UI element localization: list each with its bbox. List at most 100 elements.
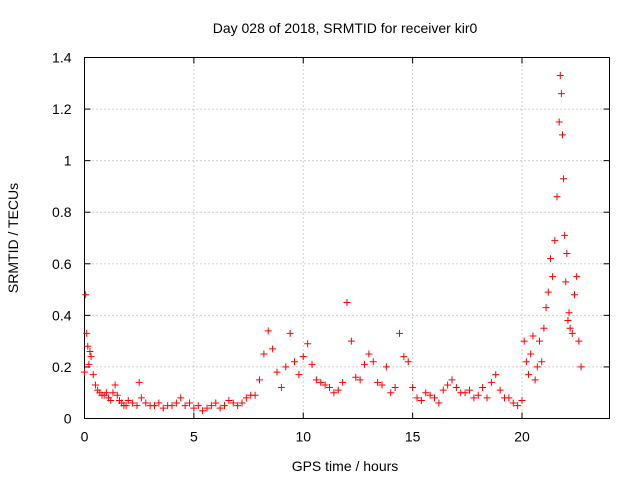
- y-tick-label: 0.8: [52, 204, 72, 220]
- data-point: [378, 381, 386, 389]
- data-point: [212, 399, 220, 407]
- data-point: [83, 329, 91, 337]
- data-point: [81, 368, 88, 376]
- data-point: [91, 381, 99, 389]
- data-point: [85, 360, 93, 368]
- data-point: [251, 391, 259, 399]
- data-point: [102, 389, 110, 397]
- data-point: [111, 381, 119, 389]
- y-tick-labels: 0 0.2 0.4 0.6 0.8 1 1.2 1.4: [52, 50, 72, 427]
- data-point: [89, 371, 97, 379]
- data-point: [525, 371, 533, 379]
- data-point: [181, 402, 189, 410]
- data-point: [544, 288, 552, 296]
- data-point: [533, 363, 541, 371]
- data-point: [409, 384, 417, 392]
- data-point: [347, 337, 355, 345]
- data-point: [124, 396, 132, 404]
- plot-frame: [84, 57, 610, 419]
- y-tick-label: 0: [64, 411, 72, 427]
- data-point: [417, 396, 425, 404]
- data-point: [531, 376, 539, 384]
- data-point: [356, 376, 364, 384]
- data-point: [396, 329, 403, 337]
- data-point: [509, 399, 517, 407]
- data-point: [194, 402, 202, 410]
- data-point: [352, 373, 360, 381]
- data-point: [199, 407, 207, 415]
- data-point: [452, 384, 460, 392]
- data-point: [522, 358, 530, 366]
- x-axis-label: GPS time / hours: [292, 458, 399, 474]
- data-point: [568, 329, 576, 337]
- data-point: [479, 384, 487, 392]
- data-point: [155, 399, 163, 407]
- data-point: [286, 329, 294, 337]
- data-point: [135, 378, 143, 386]
- data-point: [382, 363, 390, 371]
- x-tick-label: 10: [295, 429, 311, 445]
- data-point: [207, 402, 215, 410]
- data-point: [448, 376, 456, 384]
- data-point: [277, 384, 285, 392]
- data-point: [365, 350, 373, 358]
- data-point: [216, 404, 224, 412]
- data-point: [505, 394, 513, 402]
- data-point: [137, 394, 145, 402]
- data-point: [369, 358, 377, 366]
- data-point: [82, 291, 90, 299]
- data-point: [86, 347, 94, 355]
- data-point: [542, 304, 550, 312]
- data-point: [264, 327, 272, 335]
- data-point: [203, 404, 211, 412]
- data-point: [439, 386, 447, 394]
- data-point: [474, 391, 482, 399]
- data-point: [84, 342, 92, 350]
- data-point: [470, 394, 478, 402]
- data-point: [566, 324, 574, 332]
- data-point: [87, 353, 95, 361]
- data-point: [564, 317, 572, 325]
- y-tick-label: 1.4: [52, 50, 72, 66]
- data-point: [304, 340, 312, 348]
- data-point: [560, 175, 568, 183]
- data-point: [422, 389, 430, 397]
- data-point: [514, 402, 522, 410]
- data-point: [536, 337, 543, 345]
- y-tick-label: 0.4: [52, 307, 72, 323]
- data-point: [151, 402, 158, 410]
- data-point: [391, 384, 399, 392]
- x-tick-label: 15: [405, 429, 421, 445]
- x-tick-label: 20: [514, 429, 530, 445]
- data-point: [461, 389, 469, 397]
- data-point: [558, 131, 566, 139]
- axis-ticks: [84, 57, 610, 419]
- data-point: [426, 391, 434, 399]
- data-point: [295, 371, 303, 379]
- data-point: [129, 399, 137, 407]
- data-point: [540, 324, 548, 332]
- data-point: [496, 386, 504, 394]
- y-tick-label: 1: [64, 153, 72, 169]
- data-point: [186, 399, 193, 407]
- data-point: [321, 381, 329, 389]
- data-point: [556, 72, 564, 80]
- data-point: [339, 378, 347, 386]
- data-point: [404, 358, 412, 366]
- y-tick-label: 0.2: [52, 359, 72, 375]
- data-point: [413, 394, 421, 402]
- data-point: [400, 353, 408, 361]
- data-point: [229, 399, 237, 407]
- data-point: [282, 363, 290, 371]
- data-point: [573, 273, 581, 281]
- data-point: [529, 332, 537, 340]
- data-point: [190, 404, 198, 412]
- data-points: [81, 72, 585, 415]
- data-point: [334, 386, 342, 394]
- data-point: [109, 389, 117, 397]
- data-point: [555, 118, 563, 126]
- data-point: [538, 358, 546, 366]
- data-point: [221, 402, 228, 410]
- data-point: [172, 399, 180, 407]
